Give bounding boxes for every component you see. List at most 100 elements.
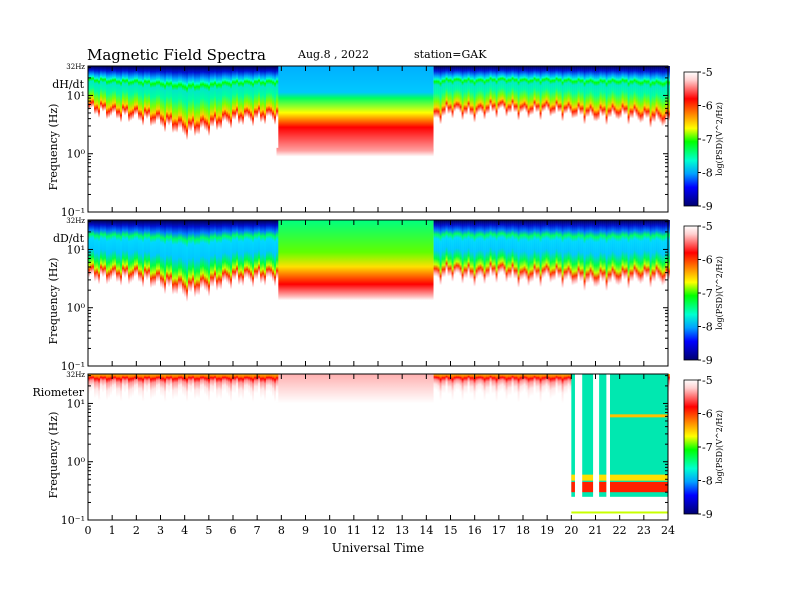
spectrum-column [122, 374, 125, 398]
spectrum-column [479, 66, 482, 139]
spectrum-column [623, 66, 626, 144]
spectrum-column [218, 374, 221, 408]
spectrum-column [104, 374, 107, 399]
spectrum-column [629, 66, 632, 149]
spectrum-column [188, 220, 191, 329]
spectrum-column [240, 374, 243, 407]
orange-line [610, 414, 668, 418]
spectrum-column [198, 374, 201, 409]
spectrum-column [567, 374, 570, 397]
y-axis-label: Frequency (Hz) [47, 104, 60, 191]
spectrum-column [112, 220, 115, 306]
spectrum-column [272, 66, 275, 153]
colorbar-tick-label: -6 [702, 100, 713, 113]
spectrum-column [184, 220, 187, 337]
y-axis-label: Frequency (Hz) [47, 412, 60, 499]
spectrum-column [491, 374, 494, 403]
spectrum-column [595, 220, 598, 322]
x-tick-label: 5 [205, 524, 212, 537]
spectrum-column [146, 220, 149, 312]
spectrum-column [535, 374, 538, 403]
spectrum-column [242, 374, 245, 411]
spectrum-column [561, 374, 564, 416]
spectrum-column [597, 220, 600, 320]
spectrum-column [499, 220, 502, 301]
spectrum-column [549, 66, 552, 147]
spectrum-column [613, 220, 616, 313]
spectrum-column [232, 220, 235, 311]
spectrum-column [230, 66, 233, 166]
x-tick-label: 17 [492, 524, 506, 537]
spectrum-column [150, 66, 153, 162]
spectrum-column [579, 66, 582, 144]
spectrum-column [102, 374, 105, 401]
spectrum-column [226, 220, 229, 316]
spectrum-column [585, 66, 588, 148]
spectrum-column [228, 374, 231, 407]
spectrum-column [635, 220, 638, 310]
spectrum-column [485, 220, 488, 309]
spectrogram-panels: 32Hz 10¹ 10⁰ 10⁻¹ dH/dt Frequency (Hz) 32Hz 10¹… [32, 63, 670, 527]
station-label: station=GAK [414, 48, 487, 61]
spectrum-column [216, 66, 219, 169]
spectrum-column [661, 66, 664, 162]
spectrum-column [192, 374, 195, 397]
y-tick-label: 10¹ [67, 397, 85, 410]
spectrum-column [204, 66, 207, 168]
spectrum-column [114, 66, 117, 140]
spectrum-column [617, 66, 620, 152]
spectrum-column [260, 374, 263, 409]
spectrum-column [505, 374, 508, 412]
spectrum-column [96, 66, 99, 142]
spectrum-column [106, 220, 109, 318]
spectrum-column [274, 220, 277, 321]
spectrum-column [254, 220, 257, 310]
x-tick-label: 6 [230, 524, 237, 537]
spectrum-column [174, 374, 177, 408]
spectrum-column [132, 374, 135, 406]
spectrum-column [250, 220, 253, 316]
spectrum-column [224, 374, 227, 399]
spectrum-column [655, 66, 658, 147]
spectrum-column [134, 66, 137, 145]
spectrum-column [126, 374, 129, 399]
spectrum-column [467, 66, 470, 135]
colorbar-label: log(PSD)(V^2/Hz) [715, 256, 724, 330]
spectrum-column [224, 220, 227, 312]
x-tick-label: 4 [181, 524, 188, 537]
spectrum-column [491, 66, 494, 140]
spectrum-column [136, 66, 139, 144]
spectrum-column [435, 220, 438, 306]
spectrum-column [475, 66, 478, 145]
spectrum-column [88, 220, 91, 308]
spectrum-column [449, 220, 452, 305]
colorbar-tick-label: -6 [702, 254, 713, 267]
spectrum-column [475, 374, 478, 402]
data-gap-block [276, 66, 434, 212]
spectrum-column [621, 66, 624, 139]
spectrum-column [455, 374, 458, 397]
spectrum-column [627, 220, 630, 325]
spectrum-column [270, 220, 273, 309]
spectrum-column [180, 374, 183, 398]
spectrum-column [194, 66, 197, 178]
spectrum-column [533, 374, 536, 395]
spectrum-column [643, 66, 646, 146]
spectrum-column [601, 66, 604, 147]
spectrum-column [519, 374, 522, 403]
spectrum-column [106, 374, 109, 412]
spectrum-column [208, 220, 211, 336]
spectrum-column [232, 374, 235, 401]
spectrum-column [505, 220, 508, 315]
spectrum-column [619, 66, 622, 149]
spectrum-column [168, 374, 171, 402]
spectrum-column [525, 220, 528, 312]
spectrum-column [94, 374, 97, 409]
spectrum-column [214, 374, 217, 397]
spectrum-column [525, 374, 528, 402]
spectrum-column [230, 220, 233, 325]
spectrum-column [607, 66, 610, 149]
spectrum-column [547, 66, 550, 138]
spectrum-column [643, 220, 646, 305]
data-gap-block [276, 374, 434, 520]
